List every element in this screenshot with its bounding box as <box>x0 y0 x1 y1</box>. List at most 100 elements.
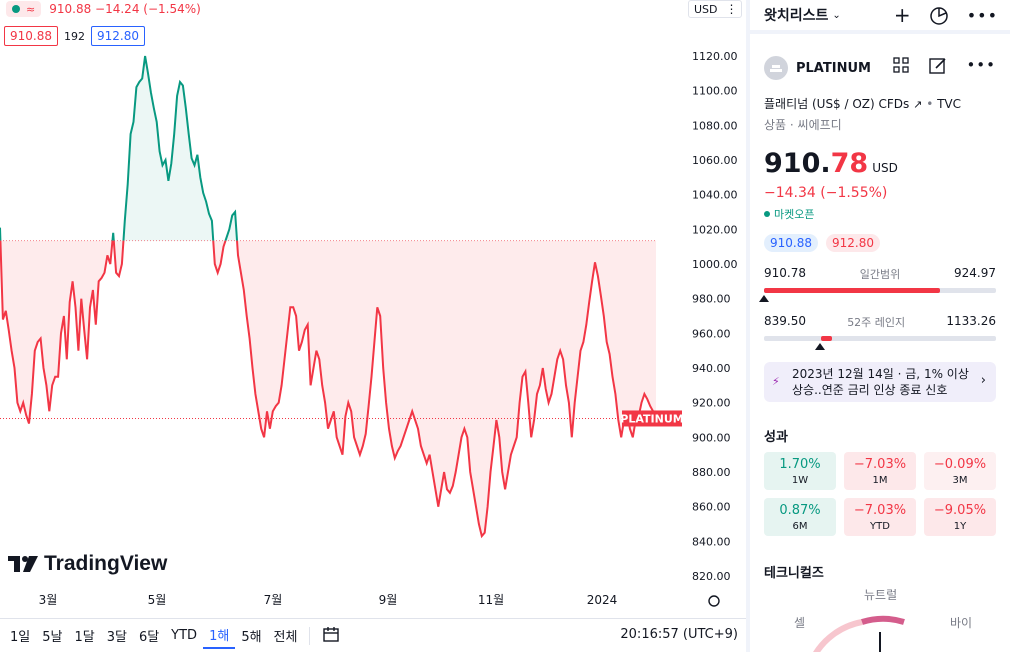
performance-label: 1W <box>791 474 809 486</box>
y-axis-tick-label: 880.00 <box>692 466 731 479</box>
price-change: −14.34 (−1.55%) <box>764 185 888 201</box>
x-axis-tick-label: 2024 <box>587 593 618 607</box>
year-range-fill <box>821 336 832 341</box>
performance-cell[interactable]: −7.03% 1M <box>844 452 916 490</box>
gauge-sell-label: 셀 <box>794 616 806 630</box>
description-text: 플래티넘 (US$ / OZ) CFDs <box>764 97 910 111</box>
performance-label: 1M <box>872 474 888 486</box>
performance-label: 3M <box>952 474 968 486</box>
range-button[interactable]: 3달 <box>106 630 127 645</box>
price-chart[interactable]: 1120.00 1100.00 1080.00 1060.00 1040.00 1020.… <box>0 0 746 618</box>
market-status: 마켓오픈 <box>764 206 814 222</box>
price-label-badge <box>622 410 682 427</box>
currency-button[interactable]: USD ⋮ <box>688 0 742 18</box>
watchlist-header: 왓치리스트 ⌄ + ••• <box>750 0 1010 34</box>
range-button[interactable]: YTD <box>171 628 198 643</box>
ask-pill: 912.80 <box>826 234 880 252</box>
watchlist-panel: 왓치리스트 ⌄ + ••• PLATINUM ••• 플래티넘 (US$ / O… <box>750 0 1010 652</box>
range-button[interactable]: 1달 <box>74 630 95 645</box>
range-button[interactable]: 6달 <box>138 630 160 645</box>
range-button[interactable]: 1해 <box>203 623 236 649</box>
x-axis-tick-label: 7월 <box>264 593 283 607</box>
market-status-text: 마켓오픈 <box>774 208 815 221</box>
performance-title: 성과 <box>764 430 788 445</box>
range-button[interactable]: 5해 <box>241 630 262 645</box>
x-axis-tick-label: 5월 <box>148 593 167 607</box>
y-axis-tick-label: 980.00 <box>692 293 731 306</box>
range-button[interactable]: 5날 <box>42 630 63 645</box>
source-text[interactable]: TVC <box>937 97 962 111</box>
y-axis-tick-label: 1100.00 <box>692 85 738 98</box>
price-label-text: PLATINUM <box>620 412 683 425</box>
quote-row: 910.88 192 912.80 <box>4 26 145 46</box>
performance-cell[interactable]: −7.03% YTD <box>844 498 916 536</box>
legend-pill[interactable]: ≈ <box>6 1 42 17</box>
chevron-right-icon: › <box>980 373 986 388</box>
tradingview-logo-icon <box>8 556 38 572</box>
sell-price-button[interactable]: 910.88 <box>4 26 58 46</box>
performance-cell[interactable]: −9.05% 1Y <box>924 498 996 536</box>
x-axis-tick-label: 3월 <box>39 593 58 607</box>
more-icon[interactable]: ••• <box>966 56 996 74</box>
performance-cell[interactable]: 0.87% 6M <box>764 498 836 536</box>
performance-value: −9.05% <box>933 502 987 518</box>
pane-divider[interactable] <box>746 0 750 652</box>
performance-cell[interactable]: −0.09% 3M <box>924 452 996 490</box>
performance-cell[interactable]: 1.70% 1W <box>764 452 836 490</box>
add-icon[interactable]: + <box>893 3 911 27</box>
bid-pill: 910.88 <box>764 234 818 252</box>
area-fill-up <box>0 56 656 241</box>
tradingview-logo[interactable]: TradingView <box>8 552 167 576</box>
price-currency: USD <box>872 161 898 175</box>
gauge-buy-label: 바이 <box>950 616 973 630</box>
range-button[interactable]: 1일 <box>10 630 31 645</box>
toolbar-separator <box>309 626 311 645</box>
more-icon[interactable]: ••• <box>966 6 998 25</box>
news-text: 2023년 12월 14일 · 금, 1% 이상 상승..연준 금리 인상 종료… <box>792 367 969 397</box>
y-axis-tick-label: 960.00 <box>692 327 731 340</box>
day-high: 924.97 <box>953 266 996 280</box>
symbol-category: 상품 · 씨에프디 <box>764 118 842 132</box>
performance-value: 1.70% <box>779 456 821 472</box>
symbol-name[interactable]: PLATINUM <box>796 60 871 76</box>
year-range-marker-icon <box>814 343 825 350</box>
more-vertical-icon: ⋮ <box>725 2 738 16</box>
day-range-bar <box>759 288 996 302</box>
range-buttons: 1일 5날 1달 3달 6달 YTD 1해 5해 전체 <box>4 623 303 649</box>
y-axis-tick-label: 1000.00 <box>692 258 738 271</box>
performance-label: 6M <box>792 520 808 532</box>
chevron-down-icon[interactable]: ⌄ <box>832 9 841 21</box>
y-axis-tick-label: 840.00 <box>692 535 731 548</box>
range-button[interactable]: 전체 <box>273 630 298 645</box>
y-axis-tick-label: 820.00 <box>692 570 731 583</box>
settings-icon[interactable] <box>708 595 720 607</box>
y-axis-tick-label: 1080.00 <box>692 119 738 132</box>
legend-change: −14.24 <box>95 2 140 16</box>
calendar-icon[interactable] <box>316 625 346 647</box>
performance-value: −7.03% <box>853 456 907 472</box>
watchlist-title[interactable]: 왓치리스트 <box>764 8 829 24</box>
current-price: 910.78 USD <box>764 148 898 179</box>
status-dot-icon <box>764 211 770 217</box>
x-axis-tick-label: 11월 <box>478 593 504 607</box>
news-item[interactable]: ⚡ 2023년 12월 14일 · 금, 1% 이상 상승..연준 금리 인상 … <box>764 362 996 402</box>
technicals-title[interactable]: 테크니컬즈 <box>764 566 824 581</box>
y-axis-tick-label: 860.00 <box>692 501 731 514</box>
symbol-logo-icon <box>764 56 788 80</box>
year-low: 839.50 <box>764 314 806 328</box>
chart-pane[interactable]: 1120.00 1100.00 1080.00 1060.00 1040.00 1020.… <box>0 0 746 652</box>
edit-icon[interactable] <box>928 56 948 80</box>
clock-time[interactable]: 20:16:57 (UTC+9) <box>620 627 738 642</box>
x-axis-tick-label: 9월 <box>379 593 398 607</box>
market-open-dot <box>12 5 20 13</box>
symbol-row: PLATINUM <box>764 56 871 80</box>
y-axis-tick-label: 1060.00 <box>692 154 738 167</box>
chart-legend: ≈ 910.88 −14.24 (−1.54%) <box>6 0 201 18</box>
grid-icon[interactable] <box>892 56 910 80</box>
day-range-marker-icon <box>759 295 769 302</box>
buy-price-button[interactable]: 912.80 <box>91 26 145 46</box>
pie-chart-icon[interactable] <box>929 6 949 30</box>
external-link-icon[interactable]: ↗ <box>913 98 923 111</box>
price-line-down <box>0 240 657 539</box>
y-axis-tick-label: 900.00 <box>692 431 731 444</box>
